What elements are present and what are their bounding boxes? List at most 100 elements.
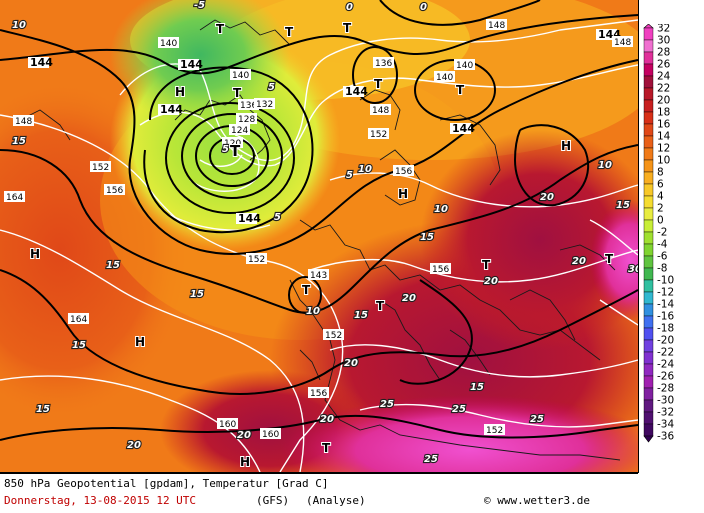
legend-tick-label: 24: [657, 71, 671, 83]
pressure-label-bg: [236, 213, 257, 224]
pressure-label-bg: [484, 424, 505, 435]
legend-tick-label: 30: [657, 35, 670, 47]
temperature-label: 20: [320, 414, 334, 425]
pressure-label-bg: [90, 161, 111, 172]
pressure-label-bg: [370, 104, 391, 115]
pressure-label: 156: [432, 265, 449, 275]
legend-swatch: [643, 231, 654, 245]
pressure-label: 156: [106, 186, 123, 196]
legend-swatch: [643, 183, 654, 197]
pressure-label-bg: [430, 263, 451, 274]
legend-tick-label: 2: [657, 203, 664, 215]
legend-tick-label: -4: [657, 239, 668, 251]
legend-tick-label: 22: [657, 83, 670, 95]
legend-swatch: [643, 27, 654, 41]
pressure-label-bg: [308, 387, 329, 398]
legend-tick-label: 6: [657, 179, 664, 191]
pressure-label-bg: [104, 184, 125, 195]
pressure-label: 120: [224, 139, 241, 149]
low-pressure-marker: T: [285, 25, 294, 39]
legend-swatch: [643, 75, 654, 89]
legend-swatch: [643, 303, 654, 317]
legend-swatch: [643, 327, 654, 341]
temperature-label: 15: [354, 310, 368, 321]
pressure-label-bg: [323, 329, 344, 340]
legend-tick-label: -2: [657, 227, 667, 239]
pressure-label: 156: [395, 167, 412, 177]
legend-tick-label: -26: [657, 371, 674, 383]
pressure-label: 143: [310, 271, 327, 281]
pressure-label: 148: [488, 21, 505, 31]
pressure-label: 152: [486, 426, 503, 436]
legend-tick-label: -32: [657, 407, 674, 419]
pressure-label: 144: [180, 58, 203, 71]
temperature-label: 15: [470, 382, 484, 393]
legend-tick-label: 4: [657, 191, 664, 203]
pressure-label: 144: [30, 56, 53, 69]
pressure-label-bg: [229, 124, 250, 135]
low-pressure-marker: T: [233, 86, 242, 100]
low-pressure-marker: T: [605, 252, 614, 266]
legend-tick-label: 28: [657, 47, 670, 59]
legend-swatch: [643, 423, 654, 437]
temperature-label: 15: [616, 200, 630, 211]
pressure-label-bg: [158, 37, 179, 48]
copyright-link[interactable]: © www.wetter3.de: [484, 494, 590, 507]
legend-tick-label: -18: [657, 323, 674, 335]
legend-tick-label: 32: [657, 24, 670, 35]
legend-swatch: [643, 291, 654, 305]
pressure-label-bg: [13, 115, 34, 126]
hot-region-east: [590, 200, 638, 320]
pressure-label: 136: [240, 101, 257, 111]
pressure-label: 128: [238, 115, 255, 125]
pressure-label: 152: [325, 331, 342, 341]
temperature-label: 10: [306, 306, 320, 317]
high-pressure-marker: H: [175, 85, 185, 99]
temperature-label: 20: [237, 430, 251, 441]
low-pressure-marker: T: [482, 258, 491, 272]
temperature-label: 10: [598, 160, 612, 171]
temperature-label: 10: [434, 204, 448, 215]
footer-separator: [0, 473, 638, 474]
temperature-label: 5: [346, 170, 353, 181]
high-pressure-marker: H: [561, 139, 571, 153]
pressure-label-bg: [246, 253, 267, 264]
legend-swatch: [643, 375, 654, 389]
high-pressure-marker: H: [240, 455, 250, 469]
legend-tick-label: -28: [657, 383, 674, 395]
legend-swatch: [643, 99, 654, 113]
legend-swatch: [643, 87, 654, 101]
legend-tick-label: 14: [657, 131, 671, 143]
temperature-label: 25: [530, 414, 544, 425]
pressure-label: 140: [436, 73, 453, 83]
temperature-label: -5: [194, 0, 205, 11]
pressure-label-bg: [612, 36, 633, 47]
legend-swatch: [643, 147, 654, 161]
temperature-label: 10: [358, 164, 372, 175]
legend-tick-label: -30: [657, 395, 674, 407]
legend-swatch: [643, 39, 654, 53]
high-pressure-marker: H: [398, 187, 408, 201]
legend-tick-label: -6: [657, 251, 668, 263]
pressure-label: 144: [238, 212, 261, 225]
temperature-label: 10: [12, 20, 26, 31]
low-pressure-marker: T: [230, 142, 241, 160]
legend-tick-label: 0: [657, 215, 664, 227]
temperature-label: 30: [628, 264, 638, 275]
legend-swatch: [643, 411, 654, 425]
temperature-label: 15: [106, 260, 120, 271]
pressure-label-bg: [236, 113, 257, 124]
low-pressure-marker: T: [216, 22, 225, 36]
legend-tick-label: -14: [657, 299, 674, 311]
legend-swatch: [643, 315, 654, 329]
pressure-label: 152: [92, 163, 109, 173]
pressure-label-bg: [68, 313, 89, 324]
legend-tick-label: 18: [657, 107, 670, 119]
temperature-label: 25: [424, 454, 438, 465]
pressure-label-bg: [28, 57, 49, 68]
legend-tick-label: 26: [657, 59, 671, 71]
low-pressure-marker: T: [456, 83, 465, 97]
pressure-label: 148: [15, 117, 32, 127]
low-pressure-marker: T: [302, 283, 311, 297]
legend-swatch: [643, 363, 654, 377]
